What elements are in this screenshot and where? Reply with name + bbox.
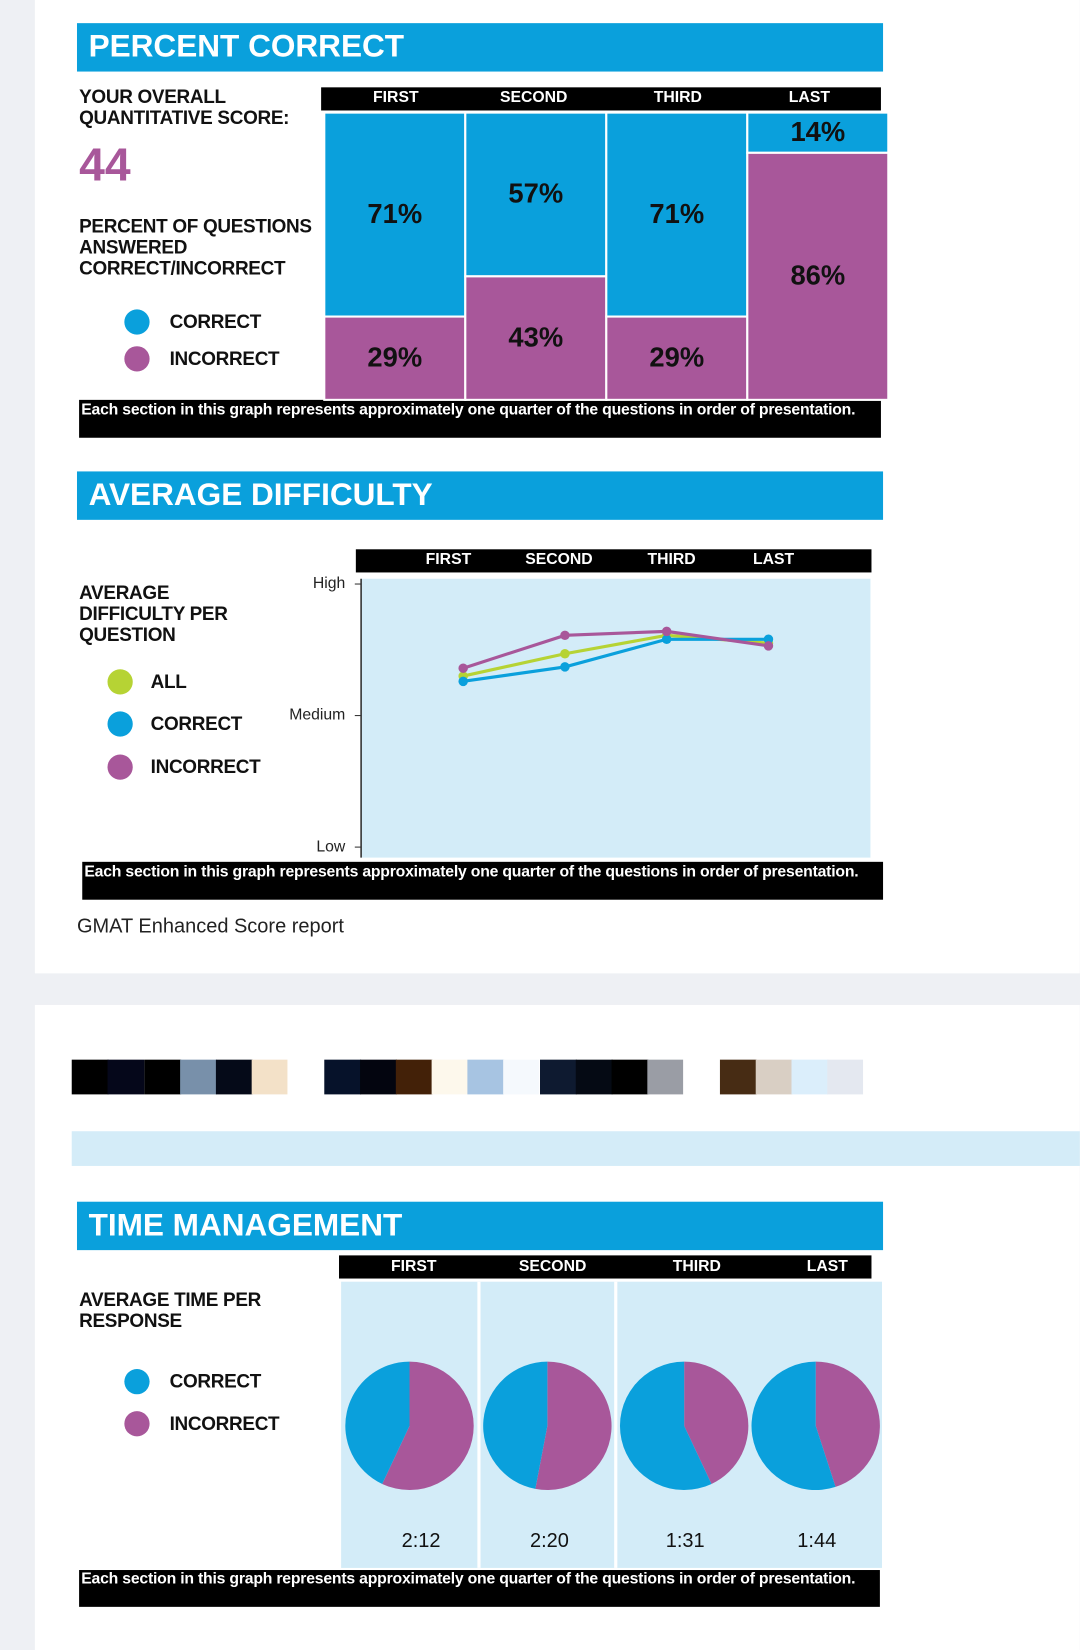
caption: GMAT Enhanced Score report (77, 915, 344, 937)
section-title: TIME MANAGEMENT (89, 1206, 403, 1242)
legend-label: CORRECT (151, 714, 243, 735)
note-bar (79, 399, 881, 438)
point (763, 641, 774, 651)
legend-swatch (107, 669, 133, 695)
time-label: 1:44 (797, 1530, 836, 1552)
note-box: Each section in this graph represents ap… (84, 862, 859, 881)
legend-label: CORRECT (170, 312, 262, 333)
legend-swatch (107, 754, 133, 780)
note-bar (79, 1570, 880, 1607)
category-label: LAST (789, 89, 831, 106)
category-header (355, 549, 872, 573)
y-tick-label: Medium (289, 707, 345, 724)
description-box: PERCENT OF QUESTIONS ANSWERED CORRECT/IN… (79, 215, 312, 279)
note-bar (82, 861, 884, 900)
category-header (321, 87, 881, 111)
score-label: YOUR OVERALL QUANTITATIVE SCORE: (79, 86, 290, 129)
category-label: SECOND (519, 1258, 586, 1275)
value-label: 29% (367, 341, 422, 372)
value-label: 71% (367, 198, 422, 229)
bar-segment (746, 111, 890, 154)
note: Each section in this graph represents ap… (81, 400, 856, 419)
legend-label: ALL (151, 672, 187, 693)
legend-swatch (124, 1369, 150, 1395)
description: PERCENT OF QUESTIONS ANSWERED CORRECT/IN… (79, 215, 312, 279)
pie-slice (535, 1361, 612, 1491)
note-box: Each section in this graph represents ap… (81, 400, 856, 419)
description: AVERAGE DIFFICULTY PER QUESTION (79, 581, 228, 646)
value-label: 14% (790, 116, 845, 147)
category-label: SECOND (525, 551, 592, 568)
pie-slice (483, 1361, 548, 1489)
point (560, 649, 570, 659)
bar-segment (605, 315, 749, 401)
section-header (76, 471, 884, 520)
bar-segment (464, 275, 608, 401)
point (661, 634, 672, 645)
section-title: PERCENT CORRECT (89, 28, 404, 64)
redacted-blocks (71, 1059, 1080, 1166)
section-header (76, 1201, 884, 1251)
point (458, 663, 468, 673)
category-label: THIRD (647, 551, 695, 568)
point (661, 626, 672, 637)
legend-swatch (124, 309, 150, 335)
legend-swatch (124, 346, 150, 372)
pie-slice (345, 1361, 410, 1484)
plot-area (361, 578, 871, 858)
category-label: FIRST (391, 1258, 437, 1275)
pie-slice (619, 1361, 712, 1491)
description-box: AVERAGE DIFFICULTY PER QUESTION (79, 581, 228, 646)
legend-label: INCORRECT (170, 349, 280, 370)
pie-slice (382, 1361, 474, 1491)
description-box: AVERAGE TIME PER RESPONSE (79, 1289, 262, 1332)
value-label: 29% (649, 341, 704, 372)
legend-label: INCORRECT (170, 1414, 280, 1435)
y-tick-label: Low (316, 838, 346, 855)
category-label: THIRD (654, 89, 702, 106)
note-box: Each section in this graph represents ap… (81, 1570, 856, 1588)
time-label: 2:20 (530, 1530, 569, 1552)
point (458, 676, 468, 687)
category-label: THIRD (673, 1258, 721, 1275)
legend-swatch (124, 1411, 150, 1437)
point (763, 634, 774, 645)
category-label: LAST (807, 1258, 849, 1275)
time-label: 1:31 (666, 1530, 705, 1552)
legend-label: INCORRECT (151, 757, 261, 778)
value-label: 43% (508, 321, 563, 352)
value-label: 86% (790, 260, 845, 291)
bar-segment (746, 151, 890, 401)
description: AVERAGE TIME PER RESPONSE (79, 1289, 262, 1332)
section-title: AVERAGE DIFFICULTY (89, 476, 433, 512)
legend-label: CORRECT (170, 1372, 262, 1393)
y-tick-label: High (313, 575, 345, 592)
category-label: LAST (753, 551, 795, 568)
pie-slice (684, 1361, 749, 1484)
category-header (339, 1255, 872, 1279)
note: Each section in this graph represents ap… (81, 1570, 856, 1588)
legend-swatch (107, 711, 133, 737)
category-label: FIRST (373, 89, 419, 106)
category-label: SECOND (500, 89, 567, 106)
point (560, 662, 570, 672)
score-label-box: YOUR OVERALL QUANTITATIVE SCORE: (79, 86, 290, 129)
time-label: 2:12 (402, 1530, 441, 1552)
value-label: 57% (508, 178, 563, 209)
section-header (76, 23, 884, 72)
bar-segment (464, 111, 608, 278)
pie-slice (751, 1361, 836, 1491)
line (462, 629, 769, 670)
category-label: FIRST (426, 551, 472, 568)
note: Each section in this graph represents ap… (84, 862, 859, 881)
point (560, 630, 570, 641)
value-label: 71% (649, 198, 704, 229)
score: 44 (79, 139, 131, 191)
pie-slice (815, 1361, 880, 1487)
